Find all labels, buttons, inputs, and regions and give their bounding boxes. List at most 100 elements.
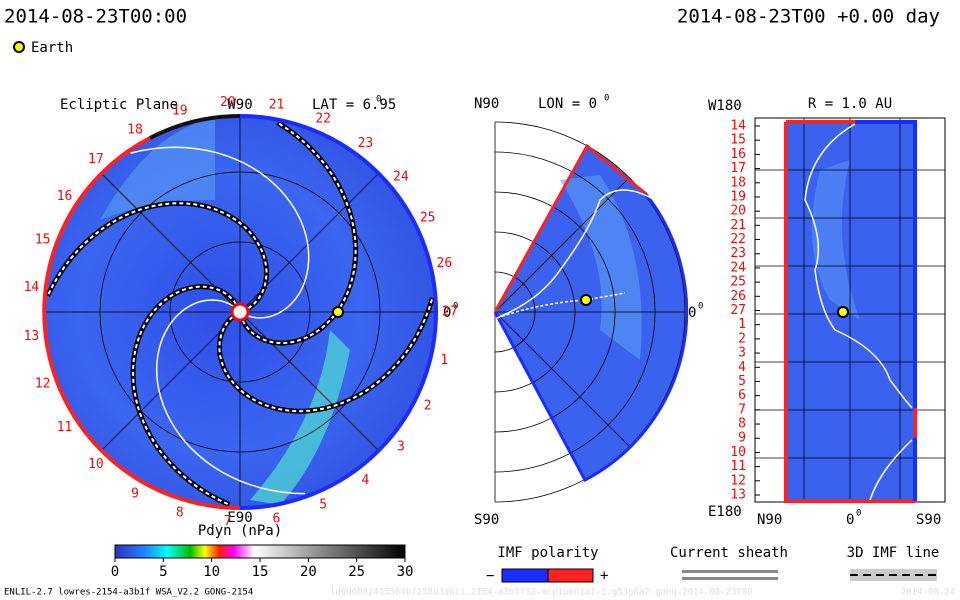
colorbar bbox=[114, 544, 406, 559]
sector-label: 23 bbox=[730, 246, 746, 261]
sector-label: 25 bbox=[730, 275, 746, 290]
sector-label: 9 bbox=[131, 486, 139, 501]
sector-label: 10 bbox=[730, 445, 746, 460]
sector-label: 12 bbox=[35, 376, 51, 391]
colorbar-title: Pdyn (nPa) bbox=[198, 523, 282, 539]
sector-label: 27 bbox=[730, 303, 746, 318]
sector-label: 24 bbox=[393, 170, 409, 185]
sector-label: 18 bbox=[127, 123, 143, 138]
imf-line bbox=[130, 146, 310, 319]
rad-bottom: E180 bbox=[708, 504, 742, 520]
plus: + bbox=[600, 568, 608, 584]
sheath-dash bbox=[132, 285, 237, 506]
colorbar-tick-label: 25 bbox=[348, 564, 365, 580]
sector-label: 7 bbox=[224, 514, 232, 529]
sector-label: 1 bbox=[440, 353, 448, 368]
time-right: 2014-08-23T00 +0.00 day bbox=[677, 6, 940, 28]
sector-label: 15 bbox=[35, 233, 51, 248]
footer-id: ld0d6082413364b/258d3d6c1.2154-a3b1f32-m… bbox=[330, 588, 753, 598]
rad-x-left: N90 bbox=[757, 512, 782, 528]
rad-top: W180 bbox=[708, 98, 742, 114]
sector-label: 11 bbox=[57, 420, 73, 435]
sector-label: 2 bbox=[424, 399, 432, 414]
mer-right-sup: 0 bbox=[698, 302, 703, 312]
mer-top: N90 bbox=[474, 96, 499, 112]
sector-label: 11 bbox=[730, 459, 746, 474]
sector-label: 14 bbox=[24, 280, 40, 295]
ecliptic-top: W90 bbox=[227, 97, 252, 113]
sector-label: 9 bbox=[738, 431, 746, 446]
rad-x-mid-sup: 0 bbox=[856, 509, 861, 519]
grid-line bbox=[494, 177, 630, 313]
sector-label: 5 bbox=[738, 374, 746, 389]
sector-label: 14 bbox=[730, 119, 746, 134]
colorbar-tick-label: 20 bbox=[300, 564, 317, 580]
radial-panel: W180 R = 1.0 AU E180 N90 0 0 S90 1415161… bbox=[708, 96, 946, 528]
sector-label: 20 bbox=[220, 95, 236, 110]
sector-label: 6 bbox=[273, 511, 281, 526]
sector-label: 25 bbox=[420, 210, 436, 225]
sector-label: 1 bbox=[738, 317, 746, 332]
sector-label: 21 bbox=[730, 218, 746, 233]
sector-label: 27 bbox=[442, 305, 458, 320]
colorbar-tick-label: 0 bbox=[111, 564, 119, 580]
ecliptic-bottom: E90 bbox=[227, 510, 252, 526]
rad-title: R = 1.0 AU bbox=[808, 96, 892, 112]
sector-label: 16 bbox=[730, 147, 746, 162]
sector-label: 7 bbox=[738, 402, 746, 417]
time-left: 2014-08-23T00:00 bbox=[4, 6, 187, 28]
ecliptic-right: 0 bbox=[443, 305, 451, 321]
sector-label: 26 bbox=[730, 289, 746, 304]
sector-label: 17 bbox=[88, 152, 104, 167]
sector-label: 3 bbox=[397, 439, 405, 454]
lat-label: LAT = 6.95 bbox=[312, 97, 396, 113]
sector-label: 3 bbox=[738, 346, 746, 361]
mer-right: 0 bbox=[688, 305, 696, 321]
earth-legend: Earth bbox=[31, 40, 73, 56]
lat-sup: 0 bbox=[376, 95, 381, 105]
footer-run: ENLIL-2.7 lowres-2154-a3b1f WSA_V2.2 GON… bbox=[4, 588, 253, 598]
rad-x-right: S90 bbox=[916, 512, 941, 528]
imf-line bbox=[155, 299, 306, 495]
sector-label: 2 bbox=[738, 331, 746, 346]
sector-label: 19 bbox=[172, 103, 188, 118]
ecliptic-right-sup: 0 bbox=[453, 302, 458, 312]
sector-label: 5 bbox=[319, 497, 327, 512]
minus: − bbox=[486, 568, 494, 584]
sector-label: 23 bbox=[358, 136, 374, 151]
sector-label: 12 bbox=[730, 473, 746, 488]
earth-icon bbox=[13, 41, 25, 53]
current-sheath: Current sheath bbox=[670, 545, 788, 561]
sector-label: 24 bbox=[730, 260, 746, 275]
lon-sup: 0 bbox=[604, 94, 609, 104]
grid-line bbox=[494, 311, 630, 447]
colorbar-tick-label: 10 bbox=[203, 564, 220, 580]
lon-label: LON = 0 bbox=[538, 96, 597, 112]
sector-label: 8 bbox=[176, 506, 184, 521]
rad-x-mid: 0 bbox=[846, 512, 854, 528]
imf-polarity: IMF polarity bbox=[497, 545, 598, 561]
colorbar-tick-label: 15 bbox=[252, 564, 269, 580]
sector-label: 13 bbox=[24, 329, 40, 344]
sheath-dash bbox=[241, 121, 357, 345]
sector-label: 10 bbox=[88, 457, 104, 472]
sector-label: 6 bbox=[738, 388, 746, 403]
sector-label: 4 bbox=[738, 360, 746, 375]
sector-label: 15 bbox=[730, 133, 746, 148]
ecliptic-panel: Ecliptic Plane W90 LAT = 6.95 0 0 0 E90 … bbox=[24, 95, 459, 530]
sector-label: 4 bbox=[361, 473, 369, 488]
sector-label: 22 bbox=[315, 112, 331, 127]
sector-label: 18 bbox=[730, 175, 746, 190]
earth-marker bbox=[332, 306, 344, 318]
sheath-dash bbox=[218, 297, 434, 413]
sector-label: 26 bbox=[437, 256, 453, 271]
colorbar-tick-label: 5 bbox=[159, 564, 167, 580]
sheath-dash bbox=[46, 202, 268, 310]
imf-line: 3D IMF line bbox=[847, 545, 940, 561]
sector-label: 21 bbox=[269, 98, 285, 113]
mer-bottom: S90 bbox=[474, 512, 499, 528]
footer-date: 2014-08-24 bbox=[901, 588, 955, 598]
sector-label: 8 bbox=[738, 417, 746, 432]
meridional-panel: N90 LON = 0 0 0 0 S90 bbox=[474, 94, 703, 529]
